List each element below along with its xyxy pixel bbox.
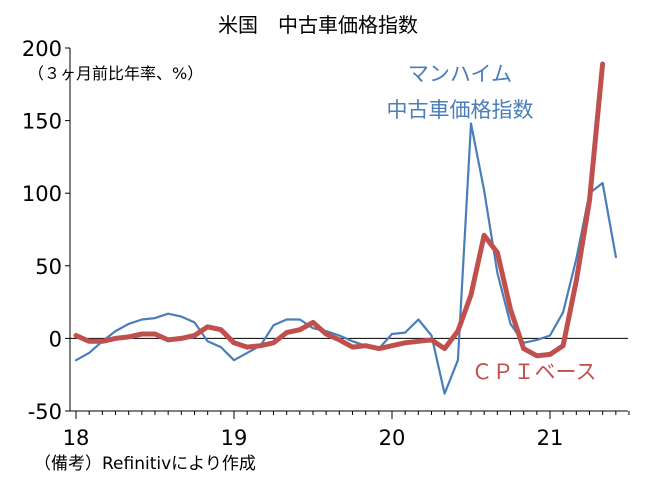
x-tick-label: 21 xyxy=(537,426,564,450)
series-line-manheim xyxy=(74,122,618,395)
series-label-cpi: ＣＰＩベース xyxy=(472,360,597,384)
series-line-cpi xyxy=(73,61,606,359)
x-tick-label: 18 xyxy=(63,426,90,450)
y-tick-label: 200 xyxy=(22,37,62,61)
y-tick-label: 100 xyxy=(22,182,62,206)
y-tick-label: 50 xyxy=(35,255,62,279)
x-tick-label: 20 xyxy=(379,426,406,450)
y-tick-label: -50 xyxy=(28,400,62,424)
series-label-manheim-line1: マンハイム xyxy=(408,62,512,86)
unit-label: （３ヶ月前比年率、%） xyxy=(28,64,203,83)
x-axis: 18 19 20 21 xyxy=(63,410,630,450)
y-axis: 200 150 100 50 0 -50 xyxy=(22,37,71,424)
chart-title: 米国 中古車価格指数 xyxy=(218,13,418,37)
source-note: （備考）Refinitivにより作成 xyxy=(34,454,256,474)
x-tick-label: 19 xyxy=(221,426,248,450)
series-label-manheim-line2: 中古車価格指数 xyxy=(387,98,534,122)
series-group xyxy=(73,61,618,395)
y-tick-label: 0 xyxy=(49,327,62,351)
y-tick-label: 150 xyxy=(22,110,62,134)
